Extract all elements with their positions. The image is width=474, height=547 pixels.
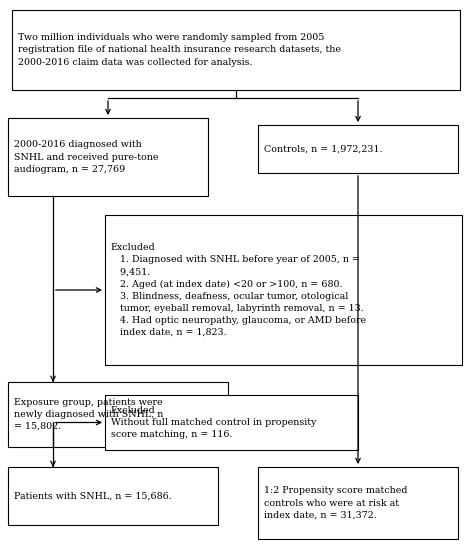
Bar	[105, 395, 358, 450]
Text: Excluded
Without full matched control in propensity
score matching, n = 116.: Excluded Without full matched control in…	[111, 406, 316, 439]
Text: Two million individuals who were randomly sampled from 2005
registration file of: Two million individuals who were randoml…	[18, 33, 341, 67]
Bar	[105, 215, 462, 365]
Text: 2000-2016 diagnosed with
SNHL and received pure-tone
audiogram, n = 27,769: 2000-2016 diagnosed with SNHL and receiv…	[14, 141, 158, 173]
Text: Patients with SNHL, n = 15,686.: Patients with SNHL, n = 15,686.	[14, 492, 172, 501]
Bar	[8, 382, 228, 447]
Text: Exposure group, patients were
newly diagnosed with SNHL, n
= 15,802.: Exposure group, patients were newly diag…	[14, 398, 164, 431]
Bar	[12, 10, 460, 90]
Bar	[258, 125, 458, 173]
Text: 1:2 Propensity score matched
controls who were at risk at
index date, n = 31,372: 1:2 Propensity score matched controls wh…	[264, 486, 408, 520]
Bar	[258, 467, 458, 539]
Bar	[8, 118, 208, 196]
Text: Excluded
   1. Diagnosed with SNHL before year of 2005, n =
   9,451.
   2. Aged: Excluded 1. Diagnosed with SNHL before y…	[111, 243, 366, 337]
Bar	[8, 467, 218, 525]
Text: Controls, n = 1,972,231.: Controls, n = 1,972,231.	[264, 144, 383, 154]
